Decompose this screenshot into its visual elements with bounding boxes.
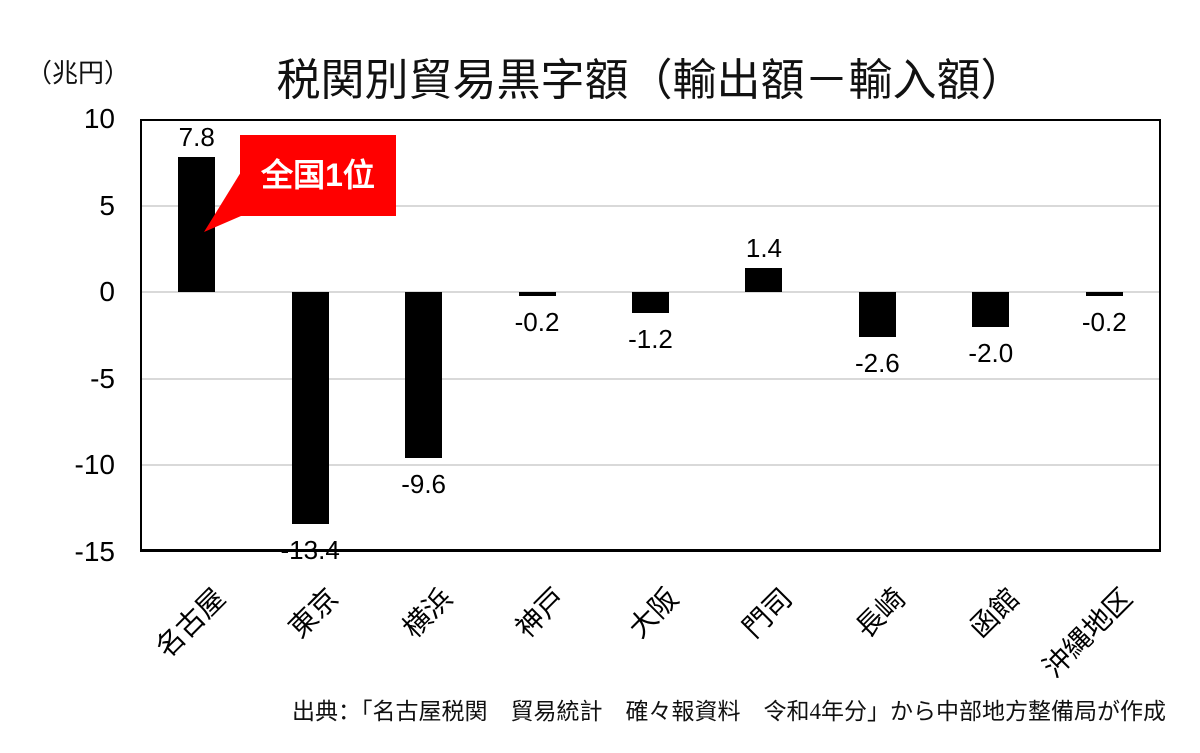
plot-area — [140, 119, 1161, 552]
chart-title: 税関別貿易黒字額（輸出額－輸入額） — [276, 56, 1025, 105]
bar-門司 — [745, 267, 783, 293]
bar-value-label-函館: -2.0 — [968, 337, 1014, 368]
bar-value-label-神戸: -0.2 — [514, 306, 560, 337]
x-axis-label-名古屋: 名古屋 — [149, 582, 231, 664]
x-axis-label-函館: 函館 — [963, 582, 1026, 644]
y-tick-5: 5 — [99, 189, 115, 221]
bar-value-label-名古屋: 7.8 — [178, 122, 215, 153]
bar-value-label-東京: -13.4 — [280, 535, 340, 566]
x-axis-label-神戸: 神戸 — [509, 582, 572, 644]
bar-value-label-沖縄地区: -0.2 — [1081, 306, 1127, 337]
y-tick-10: 10 — [83, 103, 115, 134]
bar-沖縄地区 — [1085, 292, 1123, 296]
x-axis-label-横浜: 横浜 — [396, 582, 458, 644]
x-axis-label-沖縄地区: 沖縄地区 — [1037, 582, 1139, 684]
x-axis-label-門司: 門司 — [736, 582, 799, 644]
y-tick--15: -15 — [74, 536, 115, 567]
y-tick-0: 0 — [99, 276, 115, 308]
x-axis-label-東京: 東京 — [282, 582, 345, 644]
bar-value-label-大阪: -1.2 — [628, 323, 673, 354]
source-note: 出典：「名古屋税関 貿易統計 確々報資料 令和4年分」から中部地方整備局が作成 — [292, 699, 1166, 724]
bar-value-label-横浜: -9.6 — [401, 469, 447, 500]
x-axis-label-大阪: 大阪 — [623, 582, 685, 644]
bar-長崎 — [858, 292, 896, 338]
x-axis-label-長崎: 長崎 — [850, 582, 912, 644]
bar-神戸 — [518, 292, 556, 296]
bar-大阪 — [632, 292, 669, 313]
y-tick--5: -5 — [90, 362, 115, 394]
y-axis-unit-label: （兆円） — [26, 59, 131, 88]
gridline--5 — [142, 377, 1159, 380]
callout-label: 全国1位 — [261, 157, 375, 193]
callout-annotation: 全国1位 — [240, 135, 396, 216]
callout-tail — [204, 172, 241, 232]
y-tick--10: -10 — [74, 449, 115, 481]
gridline-5 — [142, 204, 1159, 207]
bar-横浜 — [405, 292, 443, 459]
bar-函館 — [972, 292, 1010, 327]
bar-value-label-長崎: -2.6 — [854, 348, 900, 379]
bar-東京 — [291, 292, 329, 525]
bar-value-label-門司: 1.4 — [745, 232, 783, 263]
gridline--10 — [142, 464, 1159, 467]
